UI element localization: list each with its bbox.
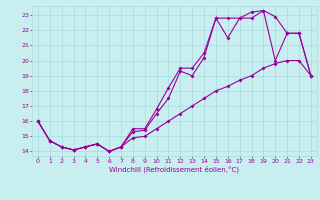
X-axis label: Windchill (Refroidissement éolien,°C): Windchill (Refroidissement éolien,°C) <box>109 165 239 173</box>
